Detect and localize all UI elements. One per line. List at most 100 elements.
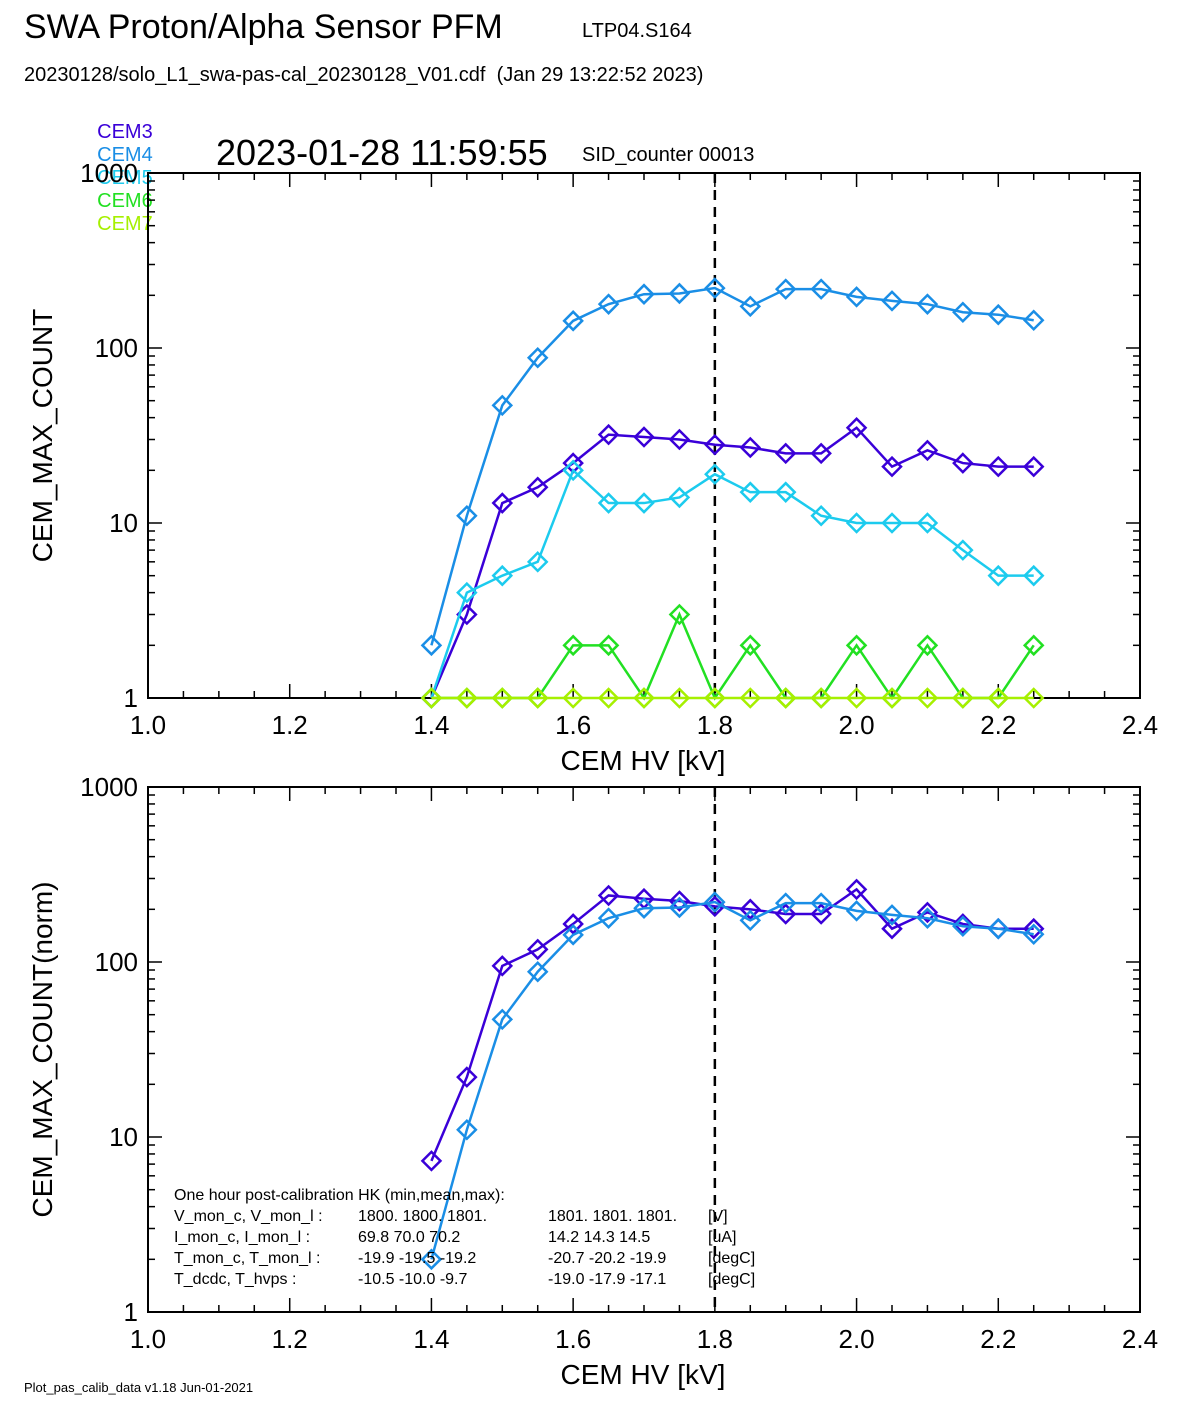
x-tick-label: 1.6: [555, 1324, 591, 1354]
data-point: [491, 564, 514, 587]
series-cem6: [420, 603, 1045, 709]
data-point: [952, 301, 974, 324]
hk-row-c: 1800. 1800. 1801.: [358, 1208, 487, 1225]
data-point: [420, 687, 443, 709]
data-point: [456, 1066, 478, 1088]
data-point: [668, 896, 691, 919]
data-point: [987, 687, 1010, 709]
data-point: [845, 512, 868, 534]
hk-row-label: T_dcdc, T_hvps :: [174, 1271, 296, 1288]
data-point: [987, 303, 1010, 326]
data-point: [704, 891, 726, 913]
data-point: [491, 1008, 514, 1031]
legend-cem3: CEM3: [97, 121, 153, 143]
data-point: [597, 634, 620, 657]
x-axis-title: CEM HV [kV]: [561, 745, 726, 776]
series-line: [430, 426, 1034, 699]
x-tick-label: 1.8: [697, 1324, 733, 1354]
data-point: [952, 539, 974, 561]
chart-subtitle: LTP04.S164: [582, 20, 692, 42]
y-axis-title: CEM_MAX_COUNT(norm): [27, 881, 58, 1217]
data-point: [810, 903, 832, 925]
series-cem4: [420, 891, 1045, 1271]
y-tick-label: 1: [124, 683, 138, 713]
data-point: [774, 278, 797, 300]
data-point: [739, 634, 762, 657]
legend-cem5: CEM5: [97, 167, 153, 189]
data-point: [562, 310, 584, 332]
data-point: [1022, 923, 1045, 946]
data-point: [774, 442, 797, 465]
data-point: [845, 417, 868, 439]
series-cem4: [420, 277, 1045, 657]
x-tick-label: 2.4: [1122, 1324, 1158, 1354]
y-tick-label: 1000: [80, 158, 138, 188]
data-point: [597, 492, 620, 514]
hk-row-unit: [degC]: [708, 1271, 755, 1288]
data-point: [704, 277, 726, 299]
data-point: [526, 476, 549, 499]
data-point: [739, 436, 762, 459]
x-tick-label: 2.2: [980, 710, 1016, 740]
footer-version: Plot_pas_calib_data v1.18 Jun-01-2021: [24, 1380, 254, 1395]
data-point: [562, 913, 584, 935]
data-point: [456, 581, 478, 604]
data-point: [774, 481, 797, 503]
data-point: [845, 634, 868, 657]
x-tick-label: 2.4: [1122, 710, 1158, 740]
data-point: [774, 903, 797, 925]
x-tick-label: 2.0: [838, 1324, 874, 1354]
data-point: [881, 917, 903, 940]
data-point: [952, 915, 974, 938]
data-point: [987, 564, 1010, 587]
data-point: [739, 909, 762, 932]
data-point: [704, 463, 726, 485]
data-point: [668, 603, 691, 626]
legend-cem4: CEM4: [97, 144, 153, 166]
x-tick-label: 1.0: [130, 710, 166, 740]
data-point: [810, 504, 832, 527]
data-point: [739, 481, 762, 503]
data-point: [916, 687, 939, 709]
hk-row-l: -19.0 -17.9 -17.1: [548, 1271, 666, 1288]
x-tick-label: 1.8: [697, 710, 733, 740]
sid-counter: SID_counter 00013: [582, 144, 755, 166]
data-point: [845, 286, 868, 308]
data-point: [668, 428, 691, 451]
plot-bottom: 1.0 1.2 1.4 1.6 1.8 2.0 2.2 2.4 1 10 100 1000 CEM HV…: [27, 772, 1158, 1390]
data-point: [845, 878, 868, 901]
hk-row-l: 1801. 1801. 1801.: [548, 1208, 677, 1225]
hk-row-l: -20.7 -20.2 -19.9: [548, 1250, 666, 1267]
data-point: [526, 551, 549, 573]
data-point: [597, 293, 620, 315]
x-tick-label: 1.2: [272, 1324, 308, 1354]
data-point: [704, 433, 726, 456]
data-point: [633, 687, 655, 709]
data-point: [739, 898, 762, 921]
data-point: [456, 687, 478, 709]
data-point: [491, 687, 514, 709]
y-tick-label: 10: [109, 508, 138, 538]
data-point: [668, 687, 691, 709]
data-point: [774, 687, 797, 709]
data-point: [1022, 634, 1045, 657]
data-point: [597, 687, 620, 709]
data-point: [952, 687, 974, 709]
hk-row-label: V_mon_c, V_mon_l :: [174, 1208, 323, 1225]
hk-row-c: -10.5 -10.0 -9.7: [358, 1271, 468, 1288]
data-point: [845, 900, 868, 922]
legend: CEM3 CEM4 CEM5 CEM6 CEM7: [86, 98, 165, 236]
data-point: [881, 687, 903, 709]
data-point: [881, 455, 903, 478]
plot-frame: [147, 172, 1141, 699]
data-point: [668, 282, 691, 305]
data-point: [881, 904, 903, 926]
data-point: [526, 938, 549, 961]
data-point: [526, 346, 549, 369]
timestamp: 2023-01-28 11:59:55: [216, 132, 548, 173]
data-point: [774, 892, 797, 914]
x-axis-title: CEM HV [kV]: [561, 1359, 726, 1390]
data-point: [633, 897, 655, 919]
data-point: [1022, 455, 1045, 478]
